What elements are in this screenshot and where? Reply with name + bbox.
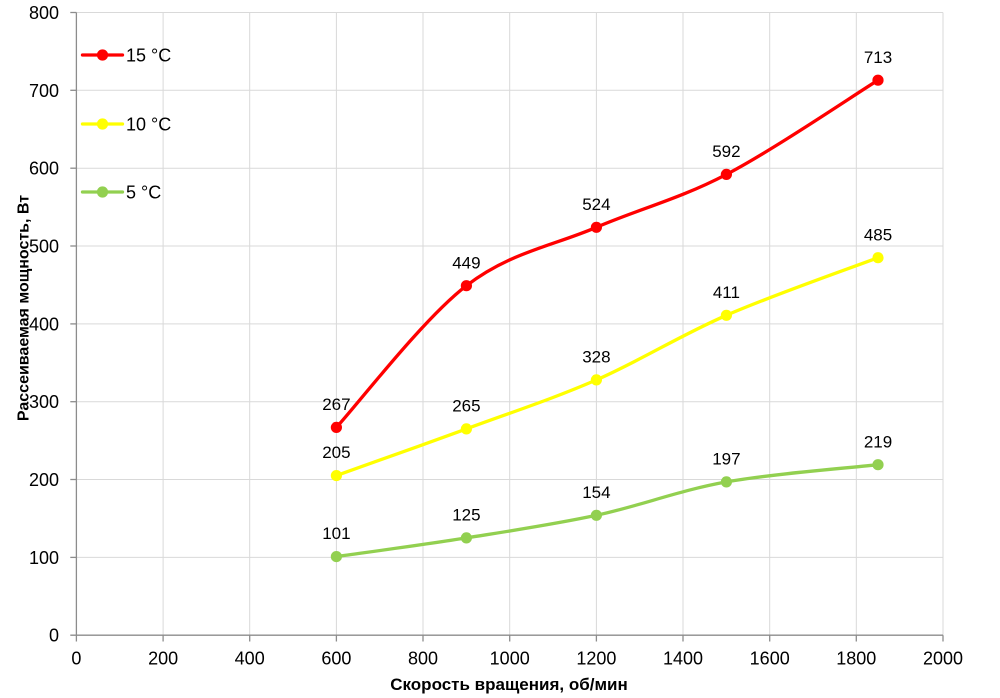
- svg-text:411: 411: [713, 283, 740, 302]
- svg-text:800: 800: [29, 3, 59, 23]
- svg-text:1000: 1000: [490, 649, 530, 669]
- svg-text:205: 205: [322, 443, 350, 462]
- svg-text:592: 592: [712, 142, 740, 161]
- svg-text:328: 328: [582, 348, 610, 367]
- svg-text:600: 600: [321, 649, 351, 669]
- svg-text:200: 200: [29, 470, 59, 490]
- svg-text:1800: 1800: [836, 649, 876, 669]
- svg-text:Рассеиваемая мощность, Вт: Рассеиваемая мощность, Вт: [16, 195, 33, 421]
- svg-text:0: 0: [71, 649, 81, 669]
- svg-text:800: 800: [408, 649, 438, 669]
- svg-text:219: 219: [864, 432, 892, 451]
- svg-text:10 °C: 10 °C: [126, 114, 171, 134]
- svg-text:101: 101: [322, 524, 350, 543]
- svg-text:2000: 2000: [923, 649, 963, 669]
- svg-text:1200: 1200: [576, 649, 616, 669]
- svg-text:154: 154: [582, 483, 610, 502]
- svg-text:713: 713: [864, 48, 892, 67]
- svg-text:200: 200: [148, 649, 178, 669]
- svg-text:197: 197: [712, 450, 740, 469]
- svg-text:5 °C: 5 °C: [126, 182, 161, 202]
- svg-text:0: 0: [49, 626, 59, 646]
- svg-text:1600: 1600: [750, 649, 790, 669]
- svg-text:Скорость вращения, об/мин: Скорость вращения, об/мин: [390, 675, 628, 694]
- svg-text:500: 500: [29, 237, 59, 257]
- svg-text:300: 300: [29, 392, 59, 412]
- svg-text:1400: 1400: [663, 649, 703, 669]
- svg-text:400: 400: [235, 649, 265, 669]
- svg-text:100: 100: [29, 548, 59, 568]
- svg-text:400: 400: [29, 314, 59, 334]
- svg-text:700: 700: [29, 81, 59, 101]
- svg-text:267: 267: [322, 395, 350, 414]
- svg-text:485: 485: [864, 225, 892, 244]
- svg-text:600: 600: [29, 159, 59, 179]
- svg-text:449: 449: [452, 253, 480, 272]
- svg-text:524: 524: [582, 195, 610, 214]
- svg-text:125: 125: [452, 506, 480, 525]
- svg-text:15 °C: 15 °C: [126, 45, 171, 65]
- svg-text:265: 265: [452, 397, 480, 416]
